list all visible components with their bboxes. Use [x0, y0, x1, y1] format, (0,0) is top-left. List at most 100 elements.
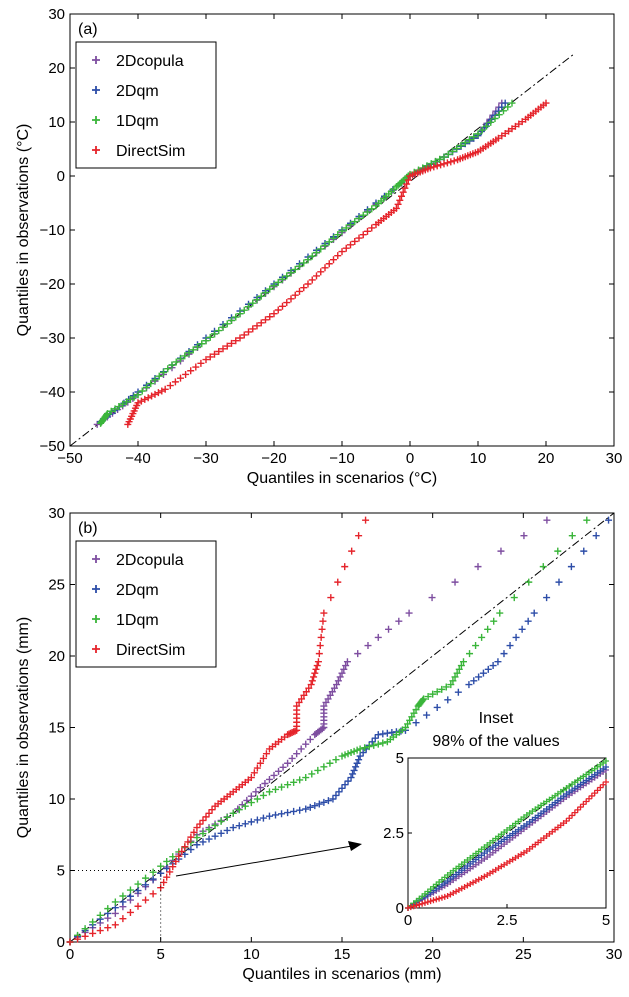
data-point	[351, 218, 359, 226]
inset-data-point	[566, 815, 573, 822]
y-tick-label: 20	[48, 60, 65, 77]
data-point	[245, 303, 252, 311]
y-tick-label: 15	[48, 720, 65, 737]
data-point	[484, 625, 492, 633]
legend-box	[75, 41, 217, 169]
data-point	[428, 594, 436, 602]
data-point	[406, 716, 414, 724]
data-point	[193, 824, 201, 832]
data-point	[324, 797, 332, 805]
data-point	[338, 669, 346, 677]
data-point	[296, 262, 303, 270]
data-point	[412, 719, 420, 727]
data-point	[278, 810, 286, 818]
data-point	[275, 767, 283, 775]
data-point	[81, 925, 89, 933]
data-point	[496, 609, 504, 617]
data-point	[247, 792, 255, 800]
data-point	[364, 208, 371, 216]
data-point	[302, 688, 310, 696]
data-point	[284, 781, 292, 789]
panel-label: (a)	[78, 21, 98, 38]
data-point	[605, 516, 613, 524]
data-point	[119, 915, 127, 923]
data-point	[291, 291, 299, 299]
y-tick-label: −20	[40, 276, 65, 293]
data-point	[355, 214, 363, 222]
data-point	[325, 238, 333, 246]
data-point	[457, 662, 465, 670]
data-point	[437, 161, 445, 169]
data-point	[290, 778, 298, 786]
data-point	[89, 918, 97, 926]
data-point	[495, 111, 503, 119]
data-point	[313, 662, 321, 670]
data-point	[177, 374, 184, 382]
data-point	[478, 633, 486, 641]
data-point	[163, 873, 171, 881]
x-tick-label: 30	[606, 946, 623, 963]
data-point	[164, 365, 172, 373]
data-point	[424, 693, 432, 701]
data-point	[103, 410, 111, 418]
data-point	[461, 139, 469, 147]
data-point	[74, 935, 82, 943]
data-point	[219, 323, 227, 331]
data-point	[368, 224, 376, 232]
inset-data-point	[436, 895, 443, 902]
data-point	[355, 234, 363, 242]
data-point	[474, 130, 482, 138]
inset-data-point	[569, 812, 576, 819]
data-point	[265, 812, 273, 820]
data-point	[297, 745, 305, 753]
data-point	[142, 874, 150, 882]
data-point	[182, 370, 190, 378]
data-point	[223, 826, 231, 834]
data-point	[151, 376, 159, 384]
data-point	[232, 337, 240, 345]
data-point	[479, 669, 487, 677]
data-point	[487, 118, 495, 126]
data-point	[235, 822, 243, 830]
data-point	[300, 284, 308, 292]
data-point	[199, 838, 207, 846]
data-point	[364, 642, 372, 650]
data-point	[134, 880, 142, 888]
data-point	[500, 107, 507, 115]
data-point	[334, 578, 342, 586]
data-point	[130, 393, 138, 401]
data-point	[320, 798, 328, 806]
legend-label: 2Dqm	[116, 582, 159, 599]
data-point	[347, 774, 355, 782]
data-point	[520, 532, 528, 540]
data-point	[351, 237, 359, 245]
data-point	[196, 820, 204, 828]
data-point	[359, 211, 367, 219]
data-point	[185, 349, 193, 357]
data-point	[315, 800, 323, 808]
inset-data-point	[586, 795, 593, 802]
data-point	[348, 547, 356, 555]
x-axis-label: Quantiles in scenarios (mm)	[242, 966, 441, 983]
inset: Inset 98% of the values 00 2.5 2.5 5 5	[383, 710, 610, 929]
data-point	[247, 818, 255, 826]
x-tick-label: 0	[406, 450, 414, 467]
data-point	[279, 275, 286, 283]
data-point	[478, 126, 486, 134]
data-point	[296, 806, 304, 814]
data-point	[302, 740, 310, 748]
data-point	[262, 289, 269, 297]
data-point	[388, 729, 396, 737]
data-point	[447, 158, 455, 166]
data-point	[306, 735, 314, 743]
data-point	[287, 295, 295, 303]
data-point	[326, 691, 334, 699]
data-point	[405, 609, 413, 617]
data-point	[433, 688, 441, 696]
inset-data-point	[563, 818, 570, 824]
data-point	[256, 784, 264, 792]
data-point	[287, 269, 295, 277]
x-tick-label: −50	[57, 450, 82, 467]
data-point	[379, 730, 387, 738]
data-point	[338, 784, 346, 792]
